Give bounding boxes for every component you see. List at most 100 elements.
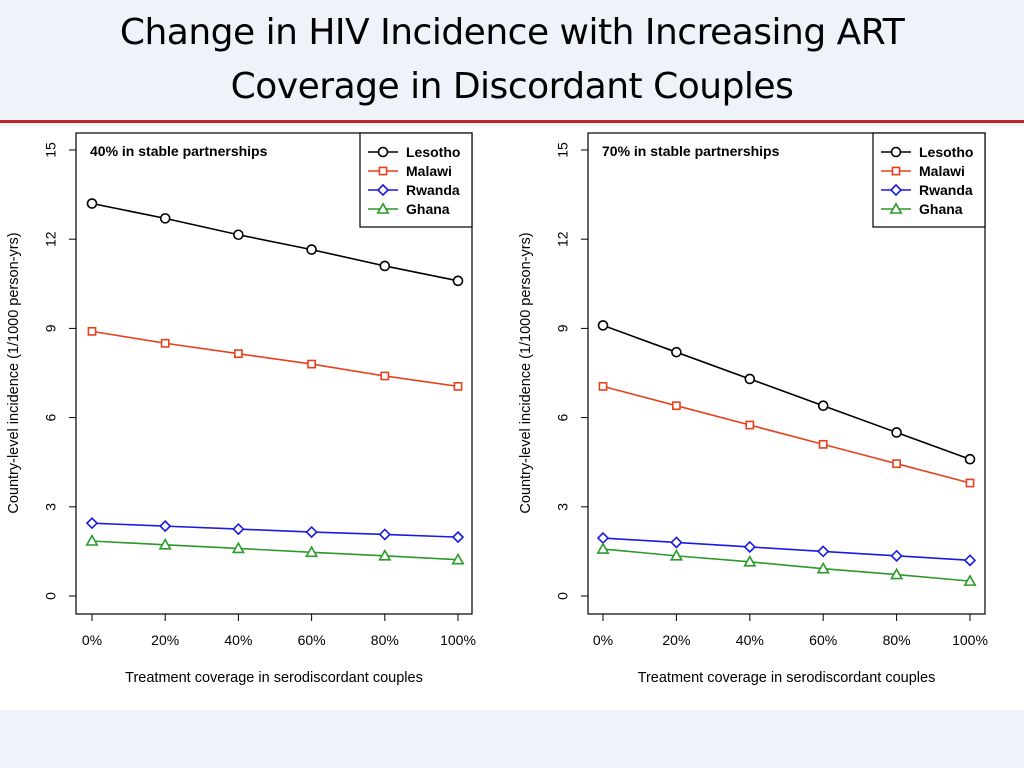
x-axis-label: Treatment coverage in serodiscordant cou… (638, 670, 936, 686)
data-point (452, 275, 464, 287)
legend-item-lesotho: Lesotho (368, 144, 460, 160)
y-tick-label: 0 (555, 592, 571, 600)
data-point (379, 260, 391, 272)
x-tick-label: 20% (151, 632, 179, 648)
data-point (965, 478, 975, 488)
legend-label: Lesotho (919, 144, 973, 160)
legend-item-rwanda: Rwanda (368, 182, 460, 198)
data-point (85, 534, 99, 546)
slide-title: Change in HIV Incidence with Increasing … (0, 0, 1024, 120)
data-point (232, 522, 245, 536)
x-tick-label: 80% (371, 632, 399, 648)
data-point (743, 554, 757, 567)
series-line-malawi (91, 330, 459, 388)
data-point (818, 439, 828, 449)
x-tick-label: 80% (883, 632, 911, 648)
series-line-lesotho (91, 202, 459, 282)
y-tick-label: 0 (43, 592, 59, 600)
series-ghana (596, 542, 977, 586)
data-point (596, 542, 610, 554)
data-point (159, 213, 171, 224)
series-line-malawi (602, 385, 971, 484)
x-tick-label: 40% (224, 632, 252, 648)
series-line-rwanda (91, 522, 459, 538)
series-line-rwanda (602, 537, 971, 562)
legend-label: Ghana (406, 201, 450, 217)
data-point (892, 459, 901, 469)
data-point (744, 373, 756, 385)
legend-label: Malawi (919, 163, 965, 179)
legend-item-rwanda: Rwanda (881, 182, 973, 198)
y-tick-label: 15 (43, 142, 59, 158)
data-point (598, 381, 608, 391)
data-point (743, 540, 756, 554)
chart-annotation: 70% in stable partnerships (602, 143, 780, 159)
title-divider (0, 120, 1024, 123)
data-point (378, 528, 391, 541)
data-point (451, 552, 465, 565)
chart-1: 0 3 6 9 12 15 0% 20% 40% 60% 80% 100% Treatment cove… (6, 132, 476, 686)
x-tick-label: 60% (298, 632, 326, 648)
legend-item-lesotho: Lesotho (881, 144, 973, 160)
data-point (963, 574, 977, 586)
data-point (306, 244, 317, 255)
x-tick-label: 0% (82, 632, 102, 648)
x-tick-label: 100% (440, 632, 476, 648)
legend: Lesotho Malawi Rwanda Ghana (359, 132, 473, 228)
legend-marker (889, 202, 903, 214)
data-point (963, 554, 977, 567)
plot-frame (587, 132, 986, 615)
data-point (671, 401, 681, 411)
series-line-ghana (602, 548, 971, 582)
figure-panel: 0 3 6 9 12 15 0% 20% 40% 60% 80% 100% Treatment cove… (0, 126, 1024, 710)
x-tick-label: 20% (662, 632, 690, 648)
legend: Lesotho Malawi Rwanda Ghana (872, 132, 986, 228)
y-tick-label: 15 (555, 142, 571, 158)
data-point (597, 320, 609, 331)
data-point (305, 545, 319, 558)
legend-marker (889, 183, 903, 197)
chart-annotation: 40% in stable partnerships (90, 143, 268, 159)
legend-marker (377, 146, 389, 158)
data-point (159, 519, 172, 533)
y-axis-label: Country-level incidence (1/1000 person-y… (6, 232, 22, 513)
slide-title-line-1: Change in HIV Incidence with Increasing … (119, 12, 905, 53)
y-tick-label: 3 (43, 503, 59, 511)
legend-item-malawi: Malawi (368, 163, 452, 179)
data-point (378, 549, 392, 561)
series-ghana (85, 534, 465, 565)
x-tick-label: 40% (736, 632, 764, 648)
series-lesotho (86, 198, 464, 287)
data-point (307, 359, 316, 369)
data-point (451, 530, 465, 544)
series-rwanda (596, 531, 977, 567)
data-point (964, 453, 976, 465)
x-tick-label: 60% (809, 632, 837, 648)
slide-title-line-2: Coverage in Discordant Couples (230, 66, 794, 107)
legend-marker (378, 166, 388, 176)
series-rwanda (85, 517, 465, 544)
data-point (158, 538, 172, 550)
data-point (890, 567, 904, 580)
series-malawi (87, 326, 463, 391)
data-point (85, 517, 99, 530)
data-point (233, 229, 244, 241)
data-point (669, 549, 683, 561)
y-tick-label: 6 (43, 413, 59, 421)
legend-item-ghana: Ghana (368, 201, 450, 217)
legend-label: Rwanda (406, 182, 460, 198)
data-point (596, 531, 610, 545)
series-line-ghana (91, 540, 459, 561)
data-point (891, 427, 902, 438)
legend-marker (376, 202, 390, 214)
data-point (234, 349, 243, 359)
data-point (670, 536, 683, 549)
y-axis-label: Country-level incidence (1/1000 person-y… (518, 232, 534, 513)
y-tick-label: 12 (555, 231, 571, 247)
data-point (816, 561, 830, 574)
data-point (305, 525, 318, 539)
legend-label: Rwanda (919, 182, 973, 198)
y-tick-label: 9 (555, 324, 571, 332)
series-lesotho (597, 320, 976, 465)
plot-frame (75, 132, 473, 615)
